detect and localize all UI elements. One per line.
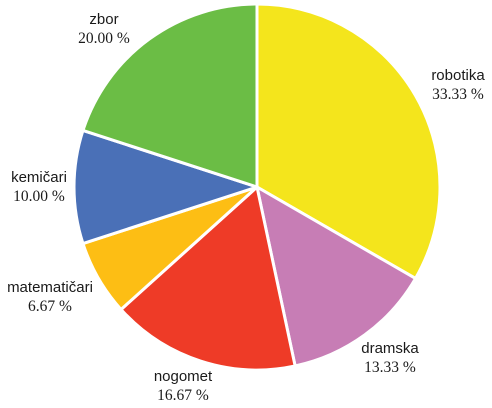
slice-label-zbor: zbor 20.00 % [78,11,130,47]
slice-label-robotika: robotika 33.33 % [431,67,485,103]
category-label: nogomet [154,368,213,385]
percent-label: 13.33 % [364,359,416,376]
category-label: dramska [361,340,419,357]
percent-label: 20.00 % [78,30,130,47]
slice-label-kemicari: kemičari 10.00 % [11,169,67,205]
slice-label-nogomet: nogomet 16.67 % [154,368,213,404]
percent-label: 10.00 % [13,188,65,205]
percent-label: 16.67 % [157,387,209,404]
category-label: kemičari [11,169,67,186]
category-label: zbor [89,11,118,28]
percent-label: 33.33 % [432,86,484,103]
pie-slice-dramska [255,185,417,368]
slice-label-dramska: dramska 13.33 % [361,340,419,376]
pie-slice-nogomet [119,185,297,372]
pie-slice-zbor [81,2,259,189]
pie-slice-robotika [255,2,442,280]
slice-label-matematicari: matematičari 6.67 % [7,279,93,315]
pie-slice-kemicari [72,128,259,246]
category-label: robotika [431,67,485,84]
percent-label: 6.67 % [28,298,72,315]
category-label: matematičari [7,279,93,296]
